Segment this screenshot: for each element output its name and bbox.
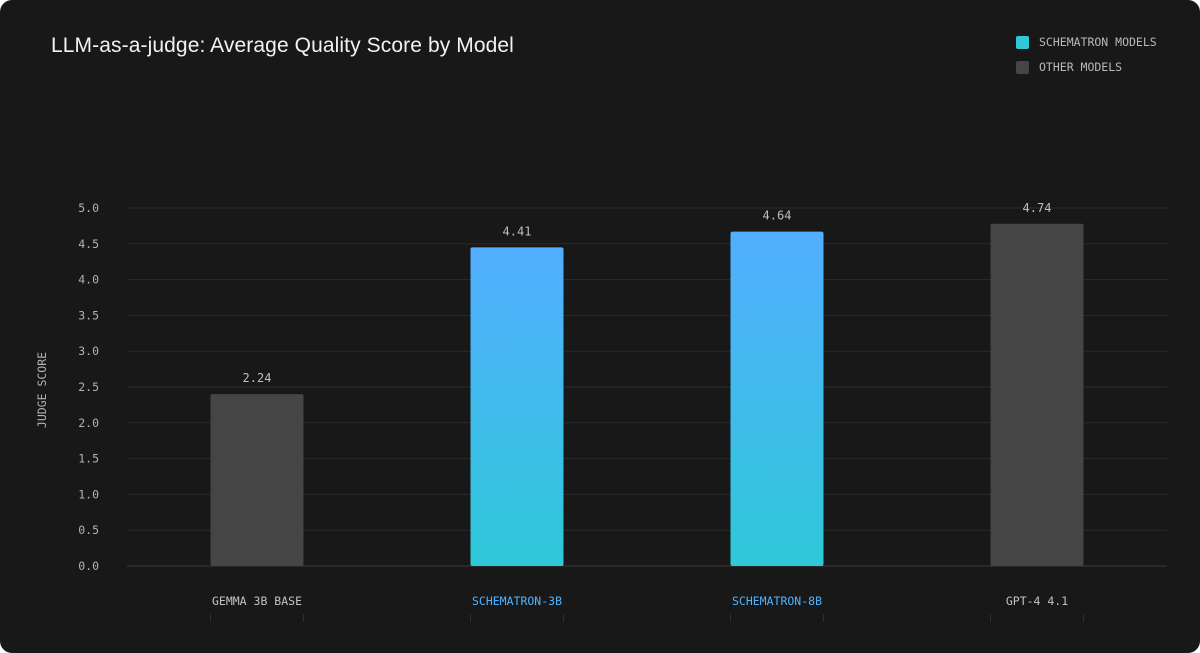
y-tick-label: 3.5: [78, 308, 99, 322]
legend-swatch-schematron: [1016, 35, 1029, 49]
bar-schematron-3b: [470, 247, 564, 566]
data-label: 2.24: [243, 371, 272, 385]
legend-label-other: OTHER MODELS: [1039, 60, 1123, 74]
data-label: 4.74: [1023, 201, 1052, 215]
data-label: 4.41: [503, 224, 532, 238]
y-axis-label: JUDGE SCORE: [35, 352, 49, 428]
x-tick-label: SCHEMATRON-3B: [472, 594, 562, 608]
bar-gemma-3b-base: [210, 394, 304, 566]
data-label: 4.64: [763, 209, 792, 223]
x-tick-label: SCHEMATRON-8B: [732, 594, 822, 608]
y-tick-label: 3.0: [78, 344, 99, 358]
bar-gpt-4-4-1: [990, 223, 1084, 566]
data-labels: 2.24 4.41 4.64 4.74: [243, 201, 1052, 385]
x-tick-label: GPT-4 4.1: [1006, 594, 1068, 608]
y-tick-label: 2.5: [78, 380, 99, 394]
legend-label-schematron: SCHEMATRON MODELS: [1039, 35, 1157, 49]
bars: [210, 223, 1084, 567]
y-tick-label: 1.5: [78, 452, 99, 466]
y-tick-label: 1.0: [78, 487, 99, 501]
bar-schematron-8b: [730, 231, 824, 567]
y-tick-label: 0.0: [78, 559, 99, 573]
x-axis-ticks: GEMMA 3B BASE SCHEMATRON-3B SCHEMATRON-8B G…: [210, 594, 1084, 622]
legend-swatch-other: [1016, 60, 1029, 74]
legend-item-other: OTHER MODELS: [1016, 59, 1157, 75]
y-tick-label: 2.0: [78, 416, 99, 430]
y-tick-label: 5.0: [78, 201, 99, 215]
x-tick-label: GEMMA 3B BASE: [212, 594, 302, 608]
y-tick-label: 4.5: [78, 237, 99, 251]
y-axis-ticks: 0.0 0.5 1.0 1.5 2.0 2.5 3.0 3.5 4.0 4.5 5.0: [78, 201, 99, 573]
chart-title: LLM-as-a-judge: Average Quality Score by…: [51, 34, 514, 57]
y-tick-label: 4.0: [78, 273, 99, 287]
legend-item-schematron: SCHEMATRON MODELS: [1016, 34, 1157, 50]
y-tick-label: 0.5: [78, 523, 99, 537]
legend: SCHEMATRON MODELS OTHER MODELS: [1016, 34, 1157, 84]
